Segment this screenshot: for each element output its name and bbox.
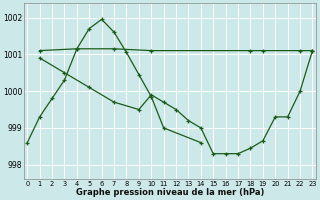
X-axis label: Graphe pression niveau de la mer (hPa): Graphe pression niveau de la mer (hPa): [76, 188, 264, 197]
